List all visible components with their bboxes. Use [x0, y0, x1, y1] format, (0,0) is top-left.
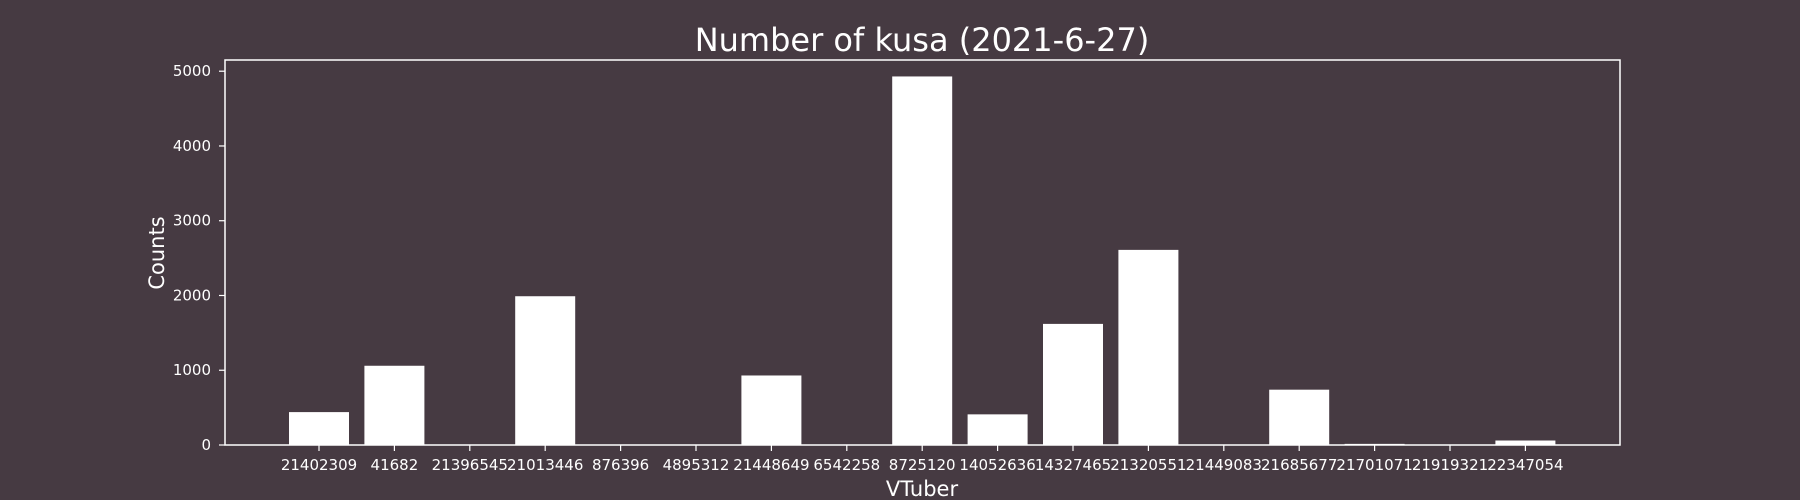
x-tick-label: 21685677 — [1261, 456, 1337, 474]
x-axis-ticks: 21402309 41682 21396545 21013446 876396 48953… — [281, 445, 1564, 474]
y-axis-label: Counts — [145, 216, 169, 289]
bar — [741, 375, 802, 445]
x-tick-label: 21448649 — [733, 456, 809, 474]
x-tick-label: 22347054 — [1487, 456, 1563, 474]
x-axis-label: VTuber — [886, 477, 959, 500]
bar — [364, 365, 425, 445]
x-tick-label: 21919321 — [1412, 456, 1488, 474]
bar — [289, 412, 349, 445]
x-tick-label: 21013446 — [507, 456, 583, 474]
x-tick-label: 21320551 — [1110, 456, 1186, 474]
x-tick-label: 8725120 — [889, 456, 956, 474]
x-tick-label: 6542258 — [813, 456, 880, 474]
x-tick-label: 21449083 — [1186, 456, 1262, 474]
bar — [967, 414, 1028, 445]
x-tick-label: 41682 — [371, 456, 419, 474]
bar — [1043, 323, 1103, 445]
plot-frame — [224, 59, 1621, 446]
x-tick-label: 14327465 — [1035, 456, 1111, 474]
bar — [892, 76, 953, 446]
bar — [1495, 440, 1556, 445]
bar — [515, 296, 576, 445]
x-tick-label: 876396 — [592, 456, 649, 474]
y-tick-label: 3000 — [173, 212, 211, 230]
x-tick-label: 4895312 — [663, 456, 730, 474]
x-tick-label: 14052636 — [959, 456, 1035, 474]
bars-group — [289, 76, 1556, 446]
y-tick-label: 4000 — [173, 137, 211, 155]
x-tick-label: 21402309 — [281, 456, 357, 474]
y-tick-label: 5000 — [173, 62, 211, 80]
y-tick-label: 2000 — [173, 286, 211, 304]
bar — [1269, 389, 1330, 445]
y-tick-label: 0 — [201, 436, 211, 454]
bar — [1118, 249, 1179, 445]
y-tick-label: 1000 — [173, 361, 211, 379]
x-tick-label: 21701071 — [1336, 456, 1412, 474]
y-axis-ticks: 0 1000 2000 3000 4000 5000 — [173, 62, 225, 454]
x-tick-label: 21396545 — [432, 456, 508, 474]
chart-title: Number of kusa (2021-6-27) — [695, 21, 1150, 59]
